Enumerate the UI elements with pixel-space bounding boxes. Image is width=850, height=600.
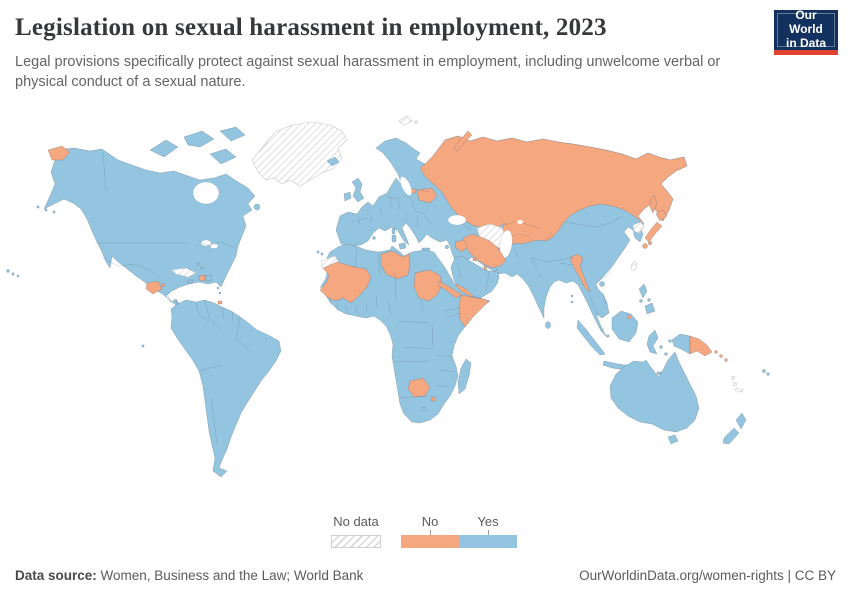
map-tasmania [667,434,679,445]
legend-swatch-no[interactable] [401,535,459,548]
legend-item-no[interactable]: No [401,514,459,548]
region-africa[interactable] [319,243,491,424]
map-sri-lanka [545,321,551,329]
legend-item-no-data[interactable]: No data [331,514,381,548]
map-papua-new-guinea [689,335,713,357]
map-libya [380,250,411,280]
map-legend: No data No Yes [331,514,517,548]
owid-logo-line1: Our World [789,8,823,37]
map-sudan [413,269,443,302]
map-sulawesi [646,329,659,355]
map-somalia [458,294,490,328]
map-sumatra [576,319,606,356]
legend-label-yes: Yes [477,514,499,529]
page-title: Legislation on sexual harassment in empl… [15,14,607,41]
map-dominican-republic [205,274,213,282]
owid-logo-text: Our World in Data [777,9,835,50]
legend-tick-no [429,530,431,535]
map-new-zealand [722,412,747,445]
map-australia [609,351,700,433]
legend-swatch-yes[interactable] [459,535,517,548]
map-eritrea-djibouti [437,280,463,299]
chart-subtitle: Legal provisions specifically protect ag… [15,54,721,91]
map-philippines [638,283,656,315]
map-myanmar [569,253,591,293]
region-north-america[interactable] [6,126,261,322]
legend-item-yes[interactable]: Yes [459,514,517,548]
map-iran [462,233,507,269]
region-oceania[interactable] [609,333,770,445]
map-botswana [407,377,431,398]
map-chukotka [47,145,71,161]
legend-tick-yes [487,530,489,535]
data-source: Data source: Women, Business and the Law… [15,568,363,583]
map-sakhalin [649,194,658,214]
legend-label-no: No [421,514,439,529]
region-caribbean[interactable] [171,262,223,305]
data-source-text: Women, Business and the Law; World Bank [96,568,364,583]
map-syria-jordan [454,239,469,253]
map-borneo [611,310,639,343]
owid-logo-line2: in Data [785,35,826,50]
rights-note: OurWorldinData.org/women-rights | CC BY [579,568,836,583]
data-source-label: Data source: [15,568,97,583]
legend-swatch-no-data[interactable] [331,535,381,548]
legend-label-no-data: No data [333,514,379,529]
map-north-korea [632,221,645,234]
chart-footer: Data source: Women, Business and the Law… [15,568,836,583]
map-taiwan [630,261,638,271]
map-haiti [198,274,206,282]
world-map[interactable] [0,108,850,512]
map-madagascar [457,358,472,395]
owid-logo-redbar [774,50,838,55]
region-asia-details[interactable] [351,189,645,338]
map-mauritania-mali-senegal [319,261,372,304]
map-belarus [416,187,438,204]
region-greenland[interactable] [251,115,418,187]
map-cuba [171,267,197,278]
legend-bar: No Yes [401,514,517,548]
region-south-america[interactable] [141,299,282,478]
map-brunei [626,314,632,320]
map-guatemala [145,280,163,295]
region-japan[interactable] [642,194,668,249]
owid-logo: Our World in Data [774,9,838,55]
